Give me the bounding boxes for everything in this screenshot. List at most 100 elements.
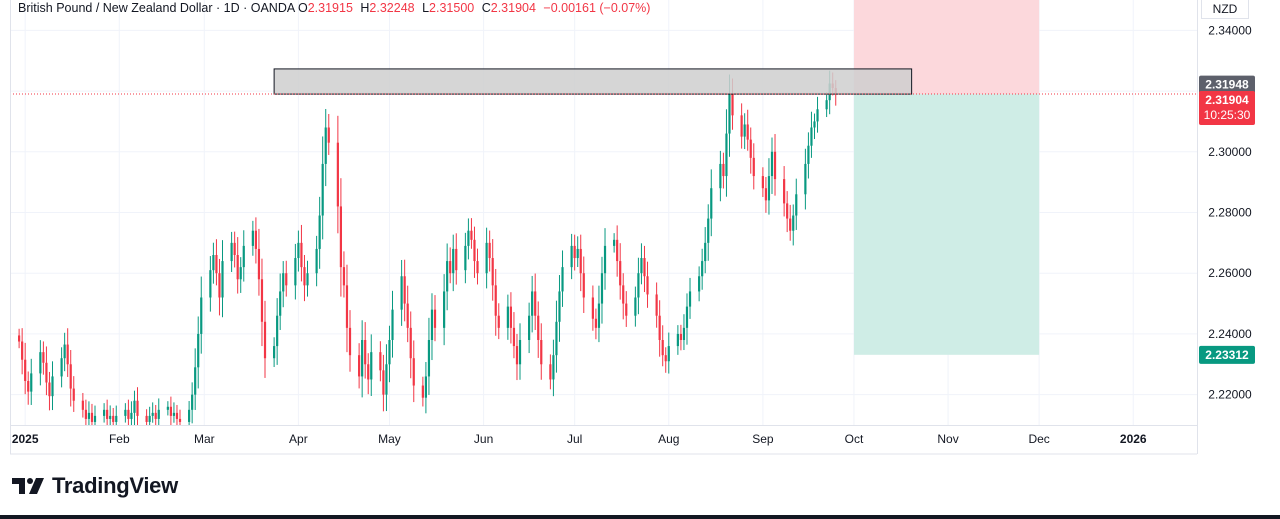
candle: [597, 285, 601, 343]
candle-body: [661, 340, 664, 356]
candle-body: [157, 409, 160, 419]
candle: [804, 148, 807, 210]
candle: [273, 337, 276, 368]
candle: [433, 295, 437, 342]
candle-body: [285, 273, 288, 286]
candle-body: [133, 400, 136, 413]
candle: [537, 301, 540, 358]
candle-body: [443, 291, 446, 328]
candle: [136, 387, 139, 425]
candle: [427, 317, 431, 395]
candle: [770, 137, 774, 194]
candle-body: [336, 142, 339, 207]
candle-body: [518, 340, 522, 365]
candle: [297, 230, 300, 272]
candle-body: [191, 394, 194, 410]
candle-body: [39, 352, 42, 374]
candle: [792, 204, 795, 246]
candle: [807, 132, 810, 179]
candle-body: [209, 270, 212, 298]
candle-body: [45, 362, 48, 383]
candle: [282, 261, 285, 308]
candle: [48, 371, 51, 411]
candle-body: [537, 315, 540, 340]
candle-series: [18, 70, 837, 425]
candle-body: [807, 145, 810, 164]
candle-body: [427, 340, 431, 377]
level-price-tag-bg: [1199, 75, 1255, 94]
candle-body: [127, 409, 130, 419]
candle-body: [112, 415, 115, 422]
resistance-zone-box[interactable]: [273, 68, 913, 95]
candle-body: [549, 364, 552, 380]
candle: [103, 403, 106, 423]
time-tick-label: May: [378, 432, 401, 446]
candle: [549, 354, 552, 390]
candle: [421, 376, 424, 407]
candle: [725, 109, 728, 197]
candle: [124, 403, 127, 423]
tradingview-logo-icon: [12, 478, 44, 494]
candle: [324, 108, 327, 187]
candle: [115, 405, 118, 425]
candle-body: [109, 415, 112, 419]
ohlc-open: O2.31915: [297, 1, 353, 15]
tradingview-logo[interactable]: TradingView: [12, 473, 178, 499]
candle: [576, 236, 579, 267]
candle-body: [810, 127, 813, 146]
candle: [406, 285, 409, 343]
candle: [81, 392, 84, 418]
candle: [825, 92, 828, 118]
candle: [361, 320, 364, 398]
candle-body: [30, 373, 33, 392]
candle: [200, 276, 203, 354]
candle-body: [188, 409, 191, 422]
candle: [336, 115, 339, 234]
candle-body: [467, 230, 470, 246]
candle-body: [391, 309, 394, 340]
candle-body: [591, 297, 594, 319]
price-tick-label: 2.24000: [1208, 327, 1252, 341]
candle-body: [573, 245, 576, 259]
candle-body: [215, 255, 218, 274]
candle: [112, 408, 115, 425]
candle: [619, 243, 622, 300]
candle-body: [166, 406, 169, 410]
target-price-tag-bg: [1199, 345, 1255, 364]
candle-body: [576, 248, 579, 259]
candle: [707, 204, 710, 261]
candle: [512, 312, 516, 359]
candle-body: [236, 255, 239, 280]
candle: [552, 339, 555, 397]
candle-body: [218, 273, 221, 298]
candle: [154, 404, 157, 425]
candle: [145, 409, 148, 425]
candle-body: [740, 115, 743, 137]
candle: [348, 310, 352, 372]
candle-body: [361, 340, 364, 377]
candle: [625, 291, 628, 327]
candle-body: [382, 370, 385, 395]
candle-body: [294, 258, 297, 286]
candle-body: [251, 230, 254, 246]
candle-body: [494, 285, 497, 316]
candle: [218, 258, 221, 316]
candle: [239, 257, 242, 293]
time-tick-label: Jun: [474, 432, 493, 446]
candle-body: [318, 215, 321, 249]
currency-button[interactable]: NZD: [1201, 0, 1249, 19]
symbol-legend: British Pound / New Zealand Dollar · 1D …: [18, 1, 650, 15]
price-axis[interactable]: 2.34000 2.30000 2.28000 2.26000 2.24000 2.220…: [1197, 0, 1256, 454]
candle: [303, 255, 306, 302]
level-price-tag[interactable]: 2.31948: [1199, 75, 1255, 94]
time-axis[interactable]: 2025 Feb Mar Apr May Jun Jul Aug Sep Oct Nov Dec 202…: [10, 0, 1197, 455]
candle-body: [385, 364, 388, 395]
candle-body: [148, 415, 151, 422]
candle-body: [242, 245, 245, 268]
candle-body: [21, 341, 24, 360]
target-price-tag[interactable]: 2.23312: [1199, 345, 1255, 364]
candle: [661, 325, 664, 367]
time-tick-label: 2025: [12, 432, 39, 446]
